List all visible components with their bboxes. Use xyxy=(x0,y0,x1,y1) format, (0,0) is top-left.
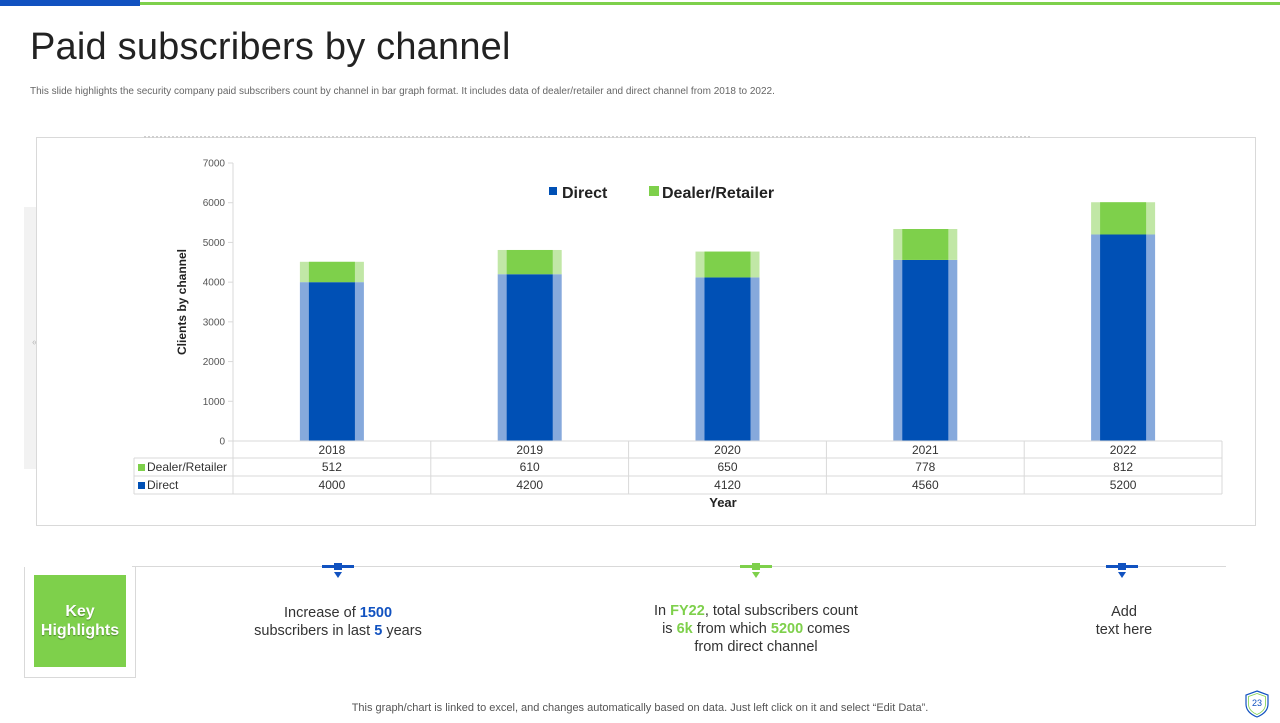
bar-direct xyxy=(308,282,355,441)
hl2-text: , total subscribers count xyxy=(704,603,858,619)
key-label-line1: Key xyxy=(65,603,95,620)
table-legend-swatch xyxy=(138,464,145,471)
hl3-text: Add xyxy=(1111,604,1137,620)
key-highlights-badge: Key Highlights xyxy=(34,575,126,667)
hl3-text: text here xyxy=(1095,622,1153,638)
bar-direct xyxy=(1100,234,1147,441)
page-title: Paid subscribers by channel xyxy=(30,26,511,68)
x-tick-label: 2021 xyxy=(912,443,939,457)
y-tick-label: 5000 xyxy=(203,238,226,249)
y-tick-label: 1000 xyxy=(203,397,226,408)
x-tick-label: 2018 xyxy=(319,443,346,457)
y-axis-title: Clients by channel xyxy=(175,249,189,355)
hl2-value: FY22 xyxy=(670,603,705,619)
highlights-divider xyxy=(132,566,1226,567)
key-highlights-outline xyxy=(24,567,136,678)
hl2-text: from direct channel xyxy=(694,639,818,655)
top-accent-bar-blue xyxy=(0,0,140,6)
hl2-text: is xyxy=(662,621,677,637)
hl2-text: In xyxy=(654,603,671,619)
table-cell: 650 xyxy=(717,460,737,474)
table-cell: 4560 xyxy=(912,478,939,492)
y-tick-label: 6000 xyxy=(203,198,226,209)
legend-swatch-direct xyxy=(549,187,557,195)
hl2-text: comes xyxy=(803,621,850,637)
hl1-value: 5 xyxy=(374,623,383,639)
chart-top-divider xyxy=(144,136,1030,138)
hl2-value: 5200 xyxy=(770,621,804,637)
hl1-text: Increase of xyxy=(283,605,360,621)
x-tick-label: 2022 xyxy=(1110,443,1137,457)
marker-square xyxy=(752,563,760,570)
bar-dealer xyxy=(308,261,355,283)
double-chevron-left-icon: « xyxy=(32,337,38,348)
legend-label-dealer: Dealer/Retailer xyxy=(662,185,774,202)
table-cell: 4000 xyxy=(319,478,346,492)
table-legend-swatch xyxy=(138,482,145,489)
marker-arrow-down-icon xyxy=(752,572,760,578)
key-label-line2: Highlights xyxy=(40,622,120,639)
marker-pin-icon xyxy=(1106,563,1140,581)
page-number-badge: 23 xyxy=(1244,690,1270,718)
bar-dealer xyxy=(1100,202,1147,235)
hl2-text: from which xyxy=(692,621,771,637)
table-cell: 4200 xyxy=(516,478,543,492)
marker-square xyxy=(1118,563,1126,570)
table-row-label: Dealer/Retailer xyxy=(147,460,227,474)
y-tick-label: 4000 xyxy=(203,278,226,289)
table-row-label: Direct xyxy=(147,478,179,492)
top-accent-bar-green xyxy=(140,2,1280,5)
table-cell: 778 xyxy=(915,460,935,474)
marker-arrow-down-icon xyxy=(1118,572,1126,578)
bar-dealer xyxy=(506,249,553,275)
marker-pin-icon xyxy=(322,563,356,581)
marker-pin-icon xyxy=(740,563,774,581)
x-axis-title: Year xyxy=(709,495,736,510)
bar-direct xyxy=(704,277,751,441)
table-cell: 4120 xyxy=(714,478,741,492)
highlight-text-1[interactable]: Increase of 1500 subscribers in last 5 y… xyxy=(222,604,454,640)
y-tick-label: 3000 xyxy=(203,317,226,328)
hl1-text: subscribers in last xyxy=(254,623,375,639)
bar-dealer xyxy=(902,229,949,260)
x-tick-label: 2020 xyxy=(714,443,741,457)
page-subtitle: This slide highlights the security compa… xyxy=(30,86,775,97)
y-tick-label: 0 xyxy=(219,437,225,448)
bar-direct xyxy=(902,259,949,441)
hl1-text: years xyxy=(382,623,422,639)
marker-square xyxy=(334,563,342,570)
bar-direct xyxy=(506,274,553,441)
x-tick-label: 2019 xyxy=(516,443,543,457)
table-cell: 512 xyxy=(322,460,342,474)
highlight-text-2[interactable]: In FY22, total subscribers count is 6k f… xyxy=(626,602,886,656)
y-tick-label: 2000 xyxy=(203,357,226,368)
table-cell: 812 xyxy=(1113,460,1133,474)
bar-dealer xyxy=(704,251,751,278)
footer-note: This graph/chart is linked to excel, and… xyxy=(351,702,929,714)
legend-swatch-dealer xyxy=(649,186,659,196)
table-cell: 610 xyxy=(520,460,540,474)
table-cell: 5200 xyxy=(1110,478,1137,492)
hl2-value: 6k xyxy=(676,621,693,637)
y-tick-label: 7000 xyxy=(203,159,226,170)
legend-label-direct: Direct xyxy=(562,185,608,202)
page-number: 23 xyxy=(1251,698,1262,708)
hl1-value: 1500 xyxy=(359,605,393,621)
marker-arrow-down-icon xyxy=(334,572,342,578)
chart-frame[interactable] xyxy=(36,137,1256,526)
shield-icon xyxy=(1245,690,1269,718)
highlight-text-3[interactable]: Add text here xyxy=(1064,603,1184,639)
